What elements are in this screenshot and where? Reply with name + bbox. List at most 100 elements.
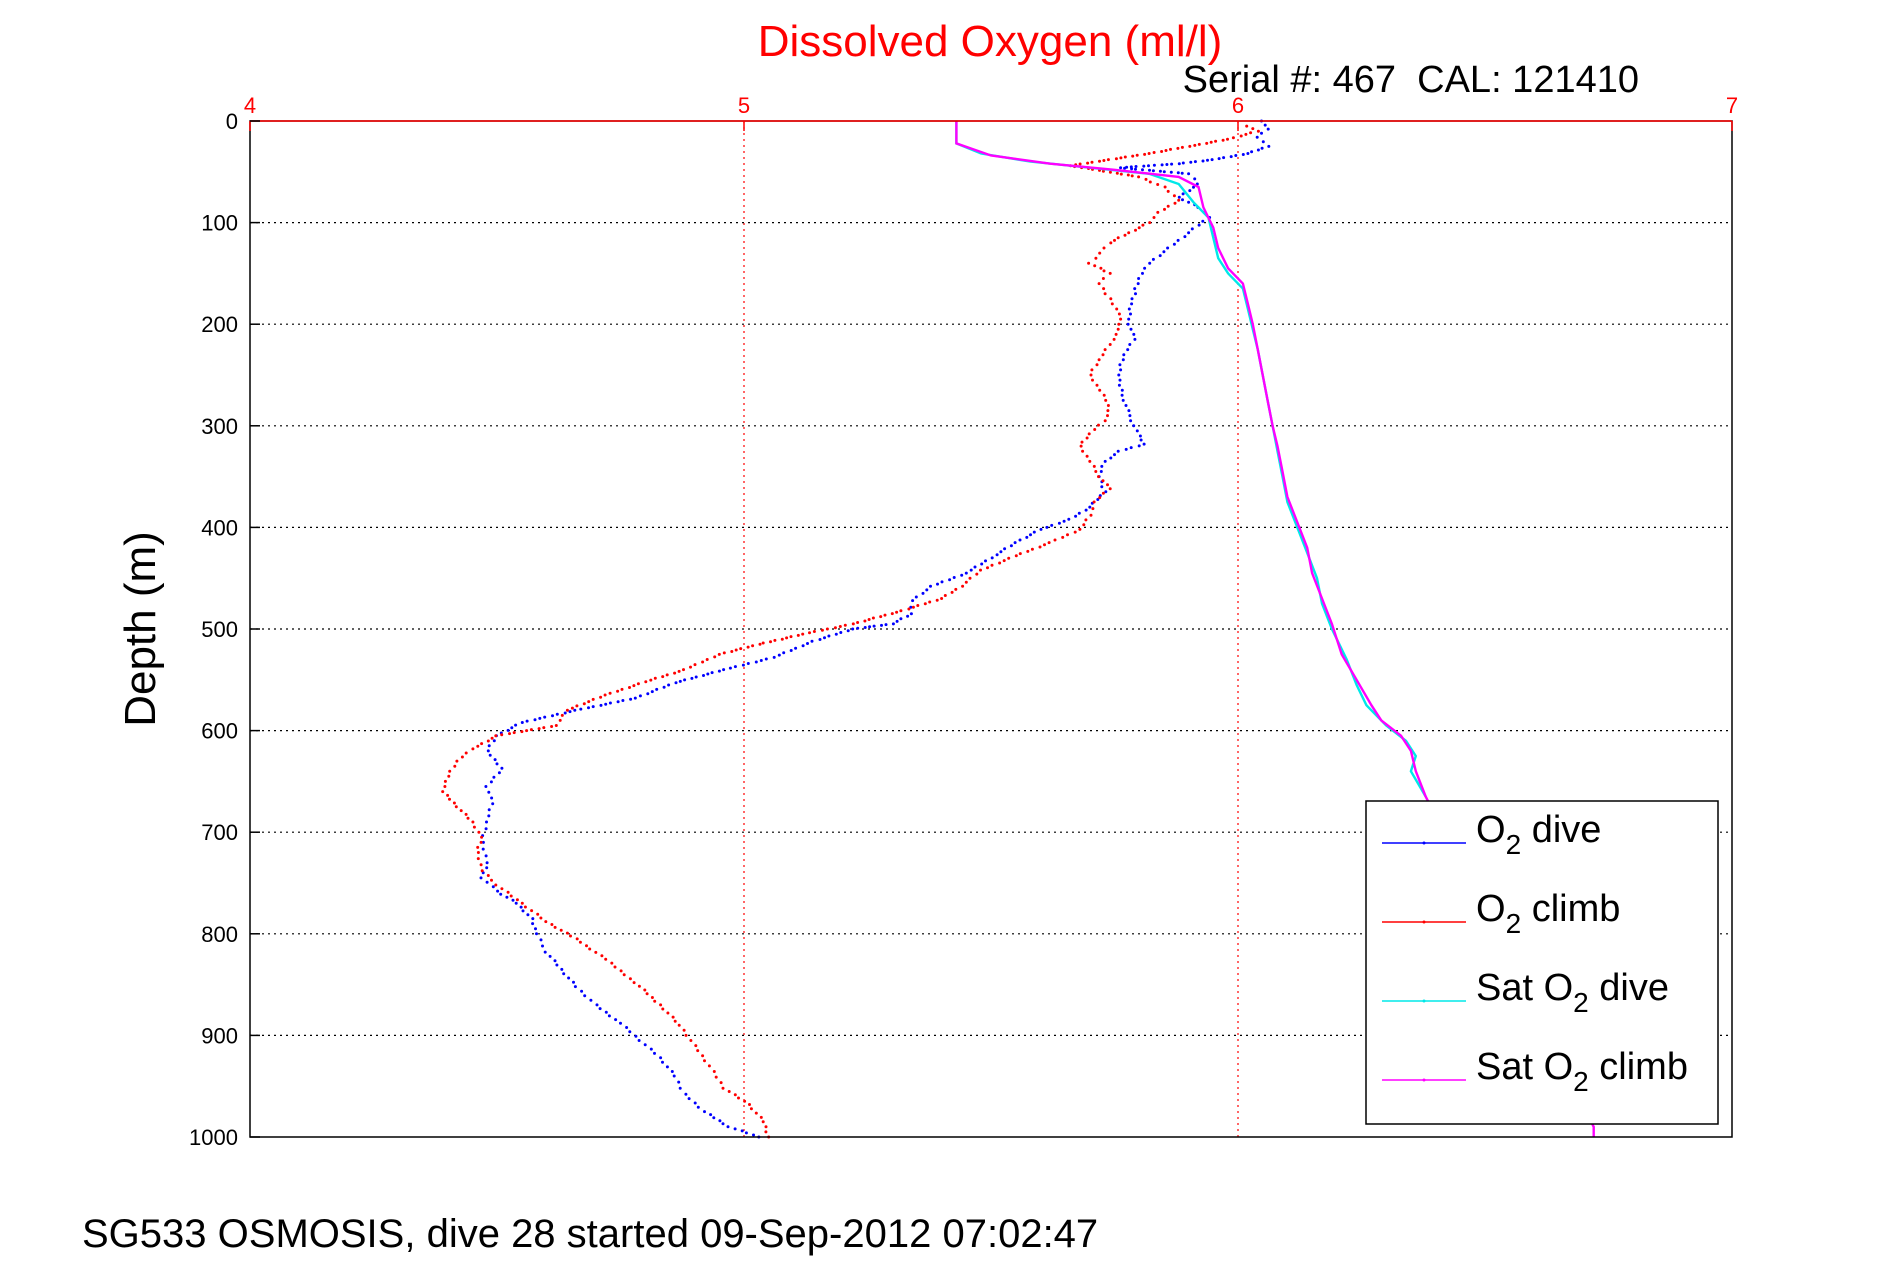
data-point	[690, 676, 694, 680]
data-point	[1205, 141, 1209, 145]
data-point	[709, 1113, 713, 1117]
data-point	[1084, 508, 1088, 512]
data-point	[1073, 530, 1077, 534]
data-point	[487, 790, 491, 794]
data-point	[1148, 221, 1152, 225]
data-point	[649, 678, 653, 682]
data-point	[1156, 183, 1160, 186]
data-point	[583, 994, 587, 998]
data-point	[464, 812, 468, 816]
data-point	[480, 742, 484, 746]
data-point	[1097, 475, 1100, 479]
data-point	[636, 682, 640, 686]
data-point	[1109, 297, 1113, 301]
data-point	[481, 840, 485, 844]
data-point	[1078, 527, 1082, 531]
data-point	[506, 890, 510, 894]
data-point	[678, 1086, 682, 1090]
data-point	[969, 568, 973, 572]
data-point	[608, 691, 612, 695]
data-point	[1047, 541, 1051, 545]
data-point	[796, 633, 800, 637]
data-point	[820, 628, 824, 632]
data-point	[670, 1070, 674, 1073]
data-point	[1126, 322, 1130, 326]
data-point	[1142, 442, 1146, 446]
data-point	[560, 967, 564, 971]
data-point	[1246, 152, 1250, 155]
data-point	[573, 985, 577, 989]
data-point	[863, 626, 867, 629]
data-point	[619, 969, 623, 973]
data-point	[696, 1105, 700, 1109]
data-point	[710, 671, 714, 675]
data-point	[500, 766, 504, 770]
data-point	[706, 672, 710, 676]
data-point	[780, 637, 784, 641]
data-point	[1088, 459, 1092, 463]
data-point	[714, 1075, 718, 1079]
data-point	[565, 708, 569, 712]
data-point	[1090, 160, 1094, 164]
data-point	[752, 1133, 755, 1137]
data-point	[1106, 414, 1109, 418]
data-point	[1166, 246, 1170, 250]
data-point	[1002, 559, 1006, 563]
data-point	[1100, 485, 1104, 489]
data-point	[867, 618, 871, 621]
data-point	[1221, 138, 1225, 142]
data-point	[1141, 271, 1144, 275]
data-point	[491, 885, 495, 889]
data-point	[1103, 419, 1107, 423]
data-point	[1014, 554, 1018, 558]
data-point	[672, 1074, 676, 1078]
data-point	[1128, 343, 1132, 346]
data-point	[485, 820, 488, 824]
data-point	[565, 931, 569, 935]
data-point	[1098, 251, 1102, 255]
data-point	[1039, 527, 1043, 531]
data-point	[1114, 332, 1118, 336]
legend-label: O2 climb	[1476, 888, 1620, 939]
data-point	[488, 753, 492, 757]
data-point	[661, 1007, 665, 1011]
data-point	[1209, 140, 1213, 144]
data-point	[520, 730, 524, 734]
data-point	[1098, 388, 1102, 392]
data-point	[761, 641, 765, 645]
data-point	[1152, 163, 1156, 167]
data-point	[480, 869, 484, 873]
data-point	[759, 659, 763, 662]
data-point	[1104, 398, 1108, 402]
data-point	[1192, 185, 1195, 189]
data-point	[785, 636, 789, 640]
data-point	[990, 563, 994, 567]
data-point	[646, 692, 650, 696]
data-point	[443, 779, 447, 783]
data-point	[1089, 373, 1093, 377]
data-point	[638, 694, 642, 698]
data-point	[1160, 150, 1164, 153]
data-point	[906, 614, 910, 618]
data-point	[1256, 129, 1260, 133]
data-point	[712, 1116, 716, 1120]
data-point	[891, 622, 895, 626]
data-point	[701, 660, 705, 664]
data-point	[1165, 163, 1169, 166]
data-point	[818, 638, 822, 641]
data-point	[1117, 322, 1121, 326]
data-point	[1102, 246, 1106, 250]
data-point	[1260, 131, 1263, 135]
data-point	[1135, 153, 1139, 157]
data-point	[872, 624, 876, 628]
data-point	[743, 1099, 747, 1103]
data-point	[1193, 177, 1197, 181]
data-point	[952, 576, 956, 579]
data-point	[1197, 223, 1201, 227]
data-point	[599, 695, 603, 699]
data-point	[1121, 358, 1125, 362]
data-point	[1103, 348, 1107, 352]
data-point	[1151, 257, 1155, 261]
data-point	[1181, 192, 1185, 196]
